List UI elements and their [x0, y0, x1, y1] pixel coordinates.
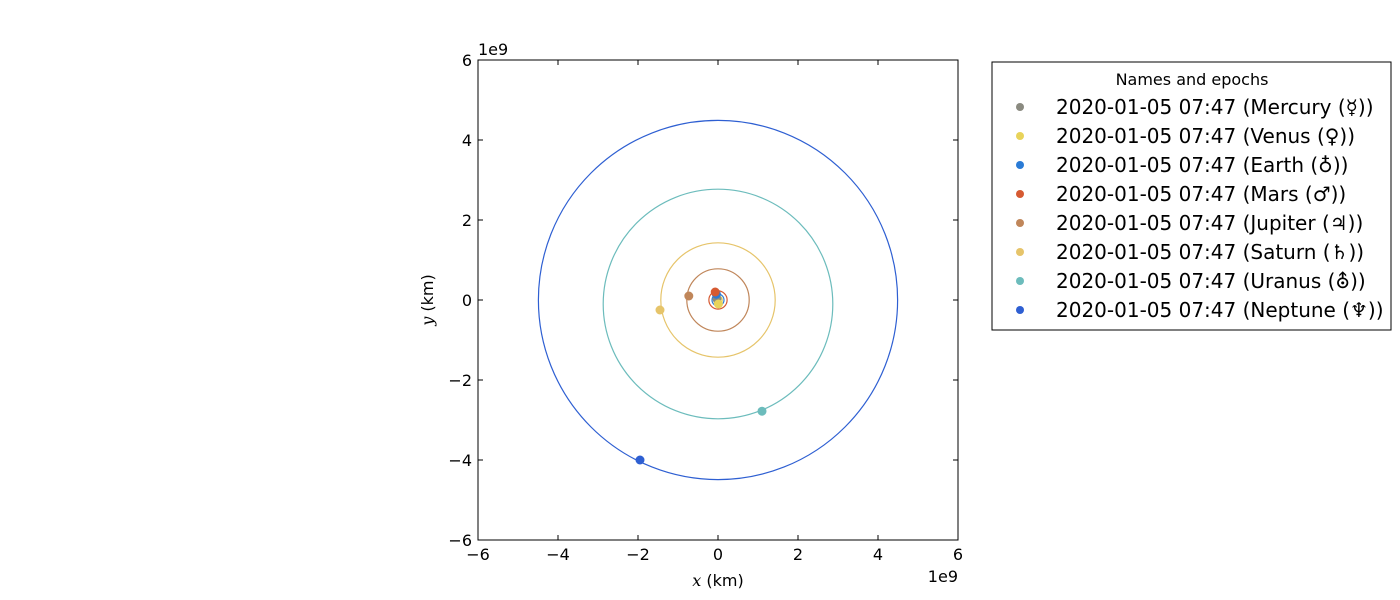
planet-points [635, 287, 767, 465]
y-tick-label: 6 [462, 51, 472, 70]
x-axis-unit: (km) [701, 571, 743, 590]
x-tick-label: 0 [713, 545, 723, 564]
jupiter-point [684, 291, 694, 301]
legend-marker-jupiter [1016, 219, 1024, 227]
x-tick-label: −6 [466, 545, 490, 564]
legend-marker-neptune [1016, 306, 1024, 314]
x-tick-label: 2 [793, 545, 803, 564]
x-axis-label: x (km) [692, 571, 743, 590]
y-tick-label: 2 [462, 211, 472, 230]
legend-marker-saturn [1016, 248, 1024, 256]
legend-label-uranus: 2020-01-05 07:47 (Uranus (⛢)) [1056, 269, 1366, 293]
saturn-point [655, 305, 665, 315]
legend-box [991, 61, 1392, 331]
legend: Names and epochs 2020-01-05 07:47 (Mercu… [991, 61, 1392, 331]
legend-label-saturn: 2020-01-05 07:47 (Saturn (♄)) [1056, 240, 1364, 264]
y-axis-label: y (km) [418, 274, 437, 326]
y-tick-label: 0 [462, 291, 472, 310]
legend-marker-mercury [1016, 103, 1024, 111]
neptune-orbit [537, 119, 899, 481]
y-tick-label: −2 [448, 371, 472, 390]
legend-marker-venus [1016, 132, 1024, 140]
y-offset-text: 1e9 [478, 40, 508, 59]
legend-marker-uranus [1016, 277, 1024, 285]
uranus-point [757, 406, 767, 416]
legend-label-neptune: 2020-01-05 07:47 (Neptune (♆)) [1056, 298, 1384, 322]
saturn-orbit [660, 242, 776, 358]
axis-ticks: −6 −4 −2 0 2 4 6 −6 −4 −2 0 2 4 6 [448, 51, 963, 564]
legend-marker-mars [1016, 190, 1024, 198]
legend-label-mars: 2020-01-05 07:47 (Mars (♂)) [1056, 182, 1346, 206]
x-tick-label: 4 [873, 545, 883, 564]
legend-label-earth: 2020-01-05 07:47 (Earth (♁)) [1056, 153, 1348, 177]
x-axis-variable: x [692, 571, 701, 590]
neptune-point [635, 455, 645, 465]
x-offset-text: 1e9 [928, 567, 958, 586]
y-axis-unit: (km) [418, 274, 437, 316]
legend-label-mercury: 2020-01-05 07:47 (Mercury (☿)) [1056, 95, 1374, 119]
y-axis-variable: y [418, 316, 437, 327]
x-tick-label: 6 [953, 545, 963, 564]
legend-label-venus: 2020-01-05 07:47 (Venus (♀)) [1056, 124, 1355, 148]
x-tick-label: −4 [546, 545, 570, 564]
uranus-orbit [602, 188, 834, 420]
mars-point [710, 287, 720, 297]
y-tick-label: 4 [462, 131, 472, 150]
legend-marker-earth [1016, 161, 1024, 169]
x-tick-label: −2 [626, 545, 650, 564]
venus-point [713, 299, 723, 309]
y-tick-label: −6 [448, 531, 472, 550]
legend-label-jupiter: 2020-01-05 07:47 (Jupiter (♃)) [1056, 211, 1363, 235]
plot-area [477, 59, 959, 541]
legend-items: 2020-01-05 07:47 (Mercury (☿)) 2020-01-05… [1016, 95, 1384, 322]
y-tick-label: −4 [448, 451, 472, 470]
legend-title: Names and epochs [1116, 70, 1269, 89]
